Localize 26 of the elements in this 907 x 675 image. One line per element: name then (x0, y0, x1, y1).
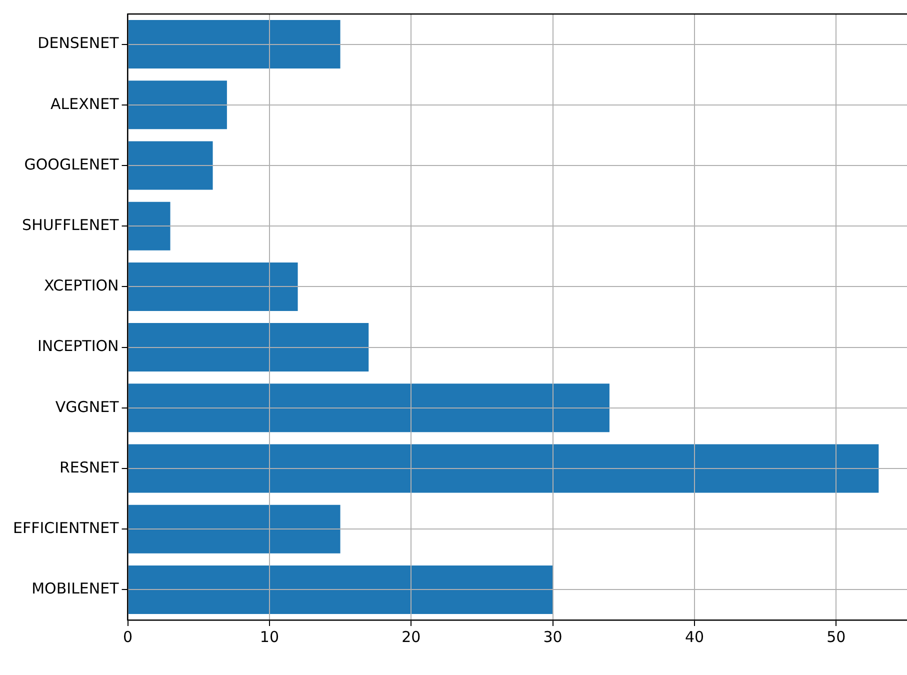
y-tick-label: SHUFFLENET (22, 216, 120, 234)
y-tick-label: MOBILENET (32, 580, 120, 598)
x-tick-label: 40 (684, 628, 704, 646)
y-tick-label: XCEPTION (44, 276, 119, 295)
y-tick-label: INCEPTION (38, 337, 119, 356)
y-tick-label: DENSENET (38, 34, 120, 52)
bar (128, 444, 879, 493)
bar (128, 141, 213, 190)
x-tick-label: 30 (543, 628, 562, 646)
y-tick-label: ALEXNET (50, 94, 120, 113)
x-tick-label: 20 (402, 628, 421, 646)
y-tick-label: EFFICIENTNET (12, 518, 120, 537)
bar (128, 80, 227, 130)
x-tick-label: 0 (123, 628, 133, 646)
x-tick-label: 10 (260, 628, 279, 646)
y-tick-label: GOOGLENET (24, 155, 120, 174)
bar (128, 262, 298, 311)
x-tick-label: 50 (826, 628, 846, 646)
bar (128, 384, 610, 432)
bar (128, 202, 170, 250)
bar (128, 565, 553, 614)
bar (128, 504, 340, 554)
y-tick-label: RESNET (59, 458, 120, 476)
bar (128, 20, 340, 69)
y-tick-label: VGGNET (55, 398, 120, 416)
bar (128, 323, 369, 372)
